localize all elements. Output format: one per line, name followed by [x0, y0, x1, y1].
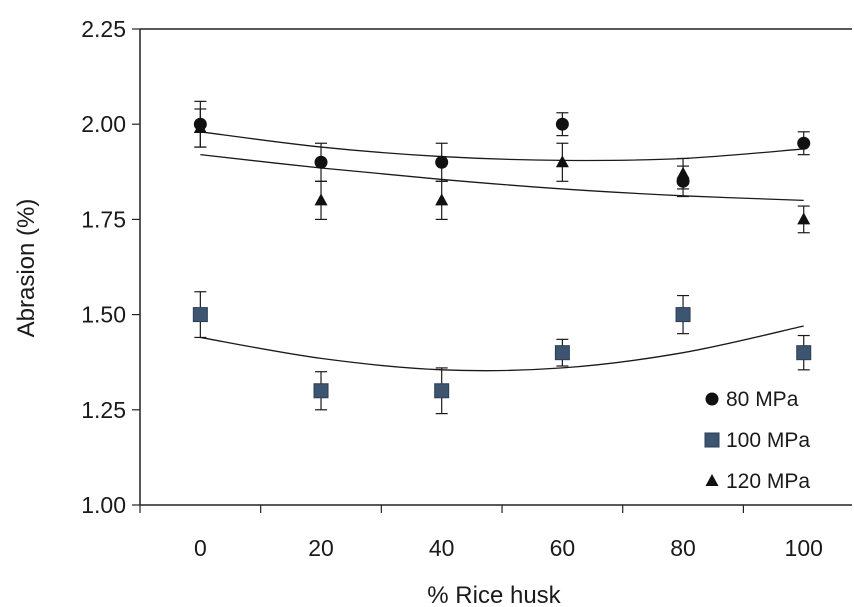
legend-marker-square	[704, 432, 720, 448]
legend: 80 MPa 100 MPa 120 MPa	[704, 388, 810, 493]
x-tick-label: 60	[550, 535, 576, 561]
data-point-circle	[314, 155, 328, 169]
y-axis-label: Abrasion (%)	[13, 199, 40, 338]
legend-label: 100 MPa	[726, 429, 810, 452]
x-tick-label: 80	[670, 535, 696, 561]
legend-label: 80 MPa	[726, 388, 799, 411]
y-axis-ticks: 1.00 1.25 1.50 1.75 2.00 2.25	[81, 16, 140, 518]
error-bars	[194, 100, 810, 415]
data-point-circle	[435, 155, 449, 169]
x-tick-label: 0	[194, 535, 207, 561]
y-tick-label: 2.25	[81, 16, 126, 42]
y-tick-label: 1.75	[81, 206, 126, 232]
data-point-square	[796, 345, 812, 361]
trend-line	[200, 154, 804, 202]
y-tick-label: 2.00	[81, 111, 126, 137]
data-point-triangle	[555, 155, 569, 168]
data-point-triangle	[797, 212, 811, 225]
x-axis-label: % Rice husk	[427, 582, 561, 607]
x-axis-ticks: 0 20 40 60 80 100	[139, 505, 823, 561]
x-tick-label: 40	[429, 535, 455, 561]
y-tick-label: 1.25	[81, 397, 126, 423]
data-point-square	[675, 307, 691, 323]
x-tick-label: 20	[308, 535, 334, 561]
data-point-square	[434, 383, 450, 399]
trend-lines	[200, 131, 804, 372]
trend-line	[200, 131, 804, 162]
y-tick-label: 1.00	[81, 492, 126, 518]
trend-line	[200, 325, 804, 372]
data-point-triangle	[676, 166, 690, 179]
data-point-triangle	[193, 121, 207, 134]
data-point-circle	[555, 117, 569, 131]
data-point-square	[554, 345, 570, 361]
legend-label: 120 MPa	[726, 470, 810, 493]
data-point-triangle	[435, 193, 449, 206]
data-point-square	[313, 383, 329, 399]
chart-axes	[139, 28, 852, 506]
legend-marker-circle	[705, 392, 719, 406]
legend-marker-triangle	[705, 474, 719, 486]
y-tick-label: 1.50	[81, 302, 126, 328]
data-points	[192, 117, 812, 399]
data-point-circle	[797, 136, 811, 150]
data-point-triangle	[314, 193, 328, 206]
x-tick-label: 100	[785, 535, 823, 561]
data-point-square	[192, 307, 208, 323]
